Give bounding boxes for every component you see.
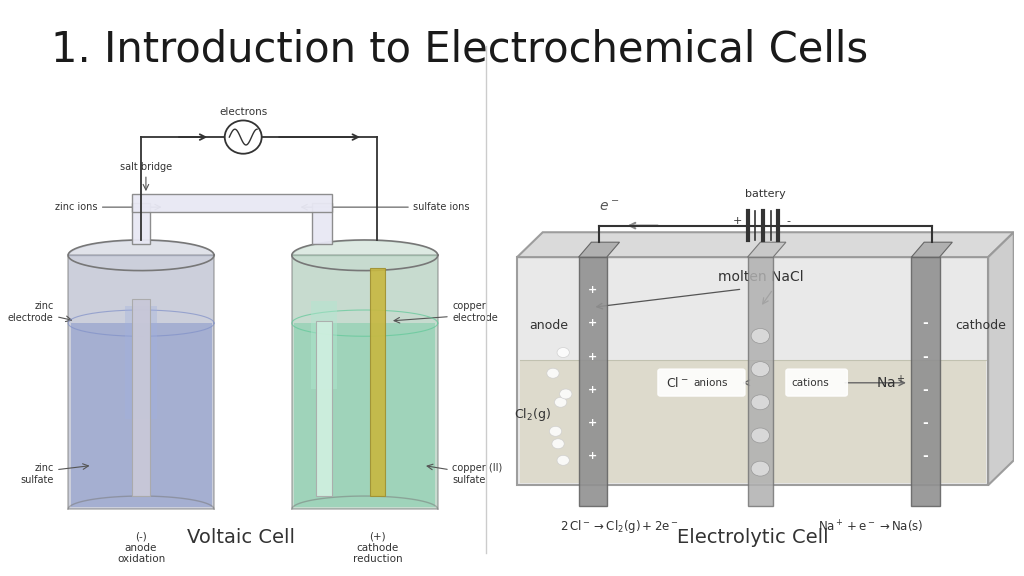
Text: -: -: [923, 416, 929, 430]
Text: +: +: [588, 451, 597, 461]
Text: (+)
cathode
reduction: (+) cathode reduction: [352, 531, 402, 564]
FancyBboxPatch shape: [911, 257, 940, 506]
Text: sulfate ions: sulfate ions: [414, 202, 470, 212]
Text: anions: anions: [694, 378, 728, 388]
Circle shape: [557, 347, 569, 358]
FancyBboxPatch shape: [71, 323, 212, 507]
FancyBboxPatch shape: [519, 360, 985, 483]
Text: $e^-$: $e^-$: [599, 200, 620, 214]
FancyBboxPatch shape: [311, 301, 337, 389]
FancyBboxPatch shape: [125, 306, 157, 419]
Text: molten NaCl: molten NaCl: [718, 271, 803, 285]
Polygon shape: [748, 242, 786, 257]
Circle shape: [559, 389, 571, 399]
Text: $\mathrm{Na^+}$: $\mathrm{Na^+}$: [876, 374, 905, 392]
Text: cathode: cathode: [955, 319, 1006, 332]
FancyBboxPatch shape: [316, 321, 332, 496]
Circle shape: [751, 362, 770, 377]
FancyBboxPatch shape: [748, 257, 773, 506]
Text: -: -: [923, 350, 929, 363]
Circle shape: [751, 328, 770, 343]
Text: $\mathrm{Cl^-}$: $\mathrm{Cl^-}$: [666, 376, 688, 390]
Circle shape: [751, 395, 770, 410]
Text: $\mathrm{2\,Cl^- \rightarrow Cl_2(g) + 2e^-}$: $\mathrm{2\,Cl^- \rightarrow Cl_2(g) + 2…: [560, 518, 679, 536]
Text: Voltaic Cell: Voltaic Cell: [186, 528, 295, 547]
Text: 1. Introduction to Electrochemical Cells: 1. Introduction to Electrochemical Cells: [51, 29, 868, 71]
Text: zinc ions: zinc ions: [54, 202, 97, 212]
FancyBboxPatch shape: [370, 268, 385, 496]
Text: -: -: [786, 217, 791, 226]
Circle shape: [555, 397, 567, 407]
FancyBboxPatch shape: [294, 323, 435, 507]
Text: copper
electrode: copper electrode: [453, 301, 498, 323]
Polygon shape: [517, 232, 1014, 257]
Circle shape: [552, 439, 564, 449]
Text: +: +: [588, 385, 597, 395]
Text: salt bridge: salt bridge: [120, 162, 172, 172]
FancyBboxPatch shape: [132, 203, 150, 244]
Circle shape: [751, 428, 770, 443]
FancyBboxPatch shape: [68, 255, 214, 509]
Text: anode: anode: [529, 319, 568, 332]
Circle shape: [751, 461, 770, 476]
Polygon shape: [911, 242, 952, 257]
Circle shape: [547, 368, 559, 378]
FancyBboxPatch shape: [786, 369, 848, 396]
FancyBboxPatch shape: [132, 299, 150, 496]
FancyBboxPatch shape: [292, 255, 438, 509]
FancyBboxPatch shape: [517, 257, 988, 485]
Text: +: +: [588, 352, 597, 362]
Text: zinc
sulfate: zinc sulfate: [20, 463, 53, 485]
Polygon shape: [579, 242, 620, 257]
Text: -: -: [923, 449, 929, 463]
Polygon shape: [988, 232, 1014, 485]
Text: electrons: electrons: [219, 107, 267, 118]
Text: zinc
electrode: zinc electrode: [8, 301, 53, 323]
Text: -: -: [923, 316, 929, 331]
Text: +: +: [732, 217, 742, 226]
Text: cations: cations: [791, 378, 828, 388]
Circle shape: [557, 456, 569, 465]
Text: +: +: [588, 418, 597, 428]
FancyBboxPatch shape: [312, 203, 332, 244]
FancyBboxPatch shape: [132, 194, 332, 211]
Text: +: +: [588, 319, 597, 328]
Text: (-)
anode
oxidation: (-) anode oxidation: [117, 531, 165, 564]
Text: +: +: [588, 285, 597, 295]
Text: $\mathrm{Na^+ + e^- \rightarrow Na(s)}$: $\mathrm{Na^+ + e^- \rightarrow Na(s)}$: [817, 518, 924, 535]
Text: -: -: [923, 383, 929, 397]
Circle shape: [224, 120, 262, 154]
FancyBboxPatch shape: [579, 257, 606, 506]
Text: copper (II)
sulfate: copper (II) sulfate: [453, 463, 503, 485]
Circle shape: [549, 426, 561, 436]
FancyBboxPatch shape: [658, 369, 745, 396]
Text: battery: battery: [745, 189, 785, 199]
Text: Electrolytic Cell: Electrolytic Cell: [677, 528, 828, 547]
Text: $\mathrm{Cl_2(g)}$: $\mathrm{Cl_2(g)}$: [513, 406, 551, 423]
